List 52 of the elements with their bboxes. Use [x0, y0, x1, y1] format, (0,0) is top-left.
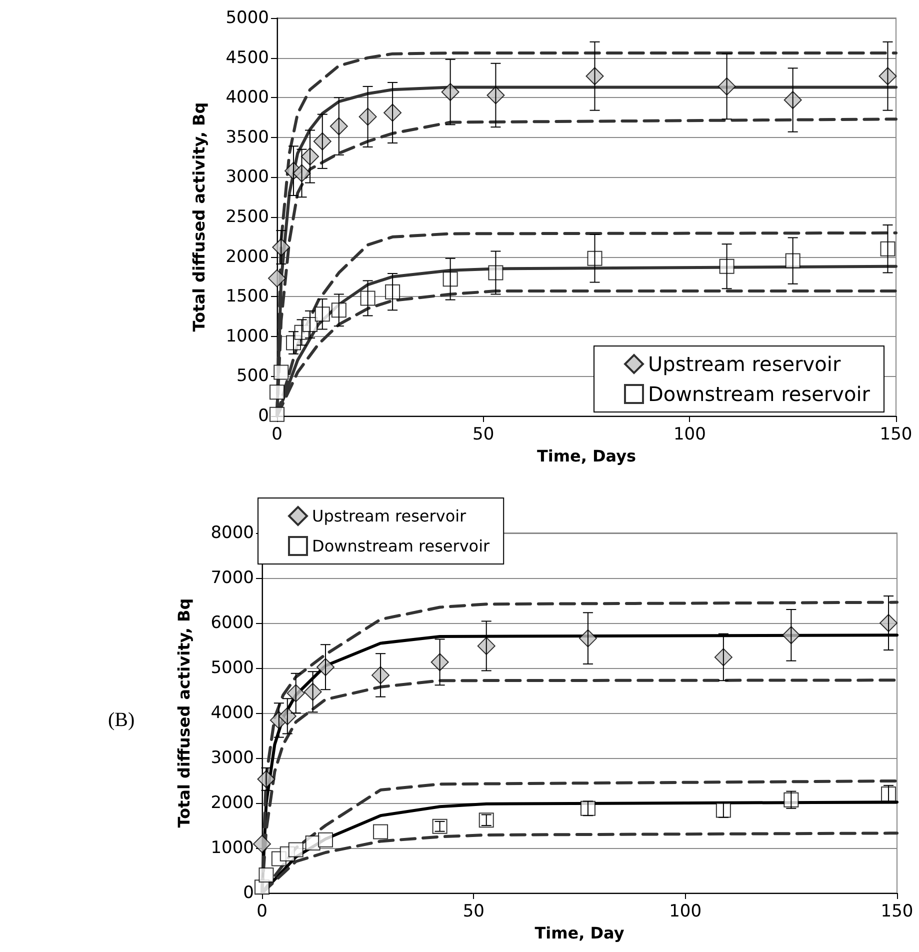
- point: [360, 290, 376, 306]
- y-tick-label: 5000: [210, 658, 254, 678]
- point: [288, 842, 304, 858]
- y-axis-title: Total diffused activity, Bq: [174, 598, 194, 828]
- y-tick-label: 1000: [210, 838, 254, 858]
- x-tick-label: 100: [669, 902, 702, 922]
- x-tick-label: 0: [272, 424, 282, 444]
- legend-label: Downstream reservoir: [648, 382, 871, 406]
- point: [270, 384, 284, 400]
- point: [587, 250, 602, 266]
- point: [785, 253, 800, 268]
- point: [274, 364, 289, 380]
- x-axis-title: Time, Days: [536, 446, 636, 466]
- x-axis-title: Time, Day: [534, 923, 625, 942]
- y-tick-label: 0: [258, 406, 269, 426]
- x-tick-label: 100: [673, 424, 706, 444]
- y-tick-label: 5000: [226, 8, 269, 28]
- y-tick-label: 6000: [210, 613, 254, 633]
- y-axis-title: Total diffused activity, Bq: [190, 102, 208, 332]
- y-tick-label: 2500: [226, 207, 269, 227]
- x-tick-label: 150: [880, 902, 914, 922]
- point: [314, 306, 330, 322]
- point: [253, 834, 271, 853]
- y-tick-label: 7000: [210, 568, 254, 588]
- point: [488, 265, 504, 280]
- point: [268, 269, 286, 288]
- y-tick-label: 500: [236, 366, 269, 386]
- y-tick-label: 1000: [226, 326, 269, 346]
- y-tick-label: 3000: [210, 748, 254, 768]
- y-tick-label: 4500: [226, 48, 269, 68]
- text: (B): [108, 709, 135, 731]
- legend-label: Upstream reservoir: [648, 352, 842, 376]
- point: [331, 302, 346, 318]
- legend-label: Upstream reservoir: [312, 506, 467, 526]
- y-tick-label: 0: [243, 883, 254, 903]
- y-tick-label: 2000: [210, 793, 254, 813]
- x-tick-label: 50: [462, 902, 484, 922]
- point: [719, 258, 734, 274]
- x-tick-label: 50: [472, 424, 494, 444]
- point: [385, 284, 400, 300]
- y-tick-label: 1500: [226, 286, 269, 307]
- y-tick-label: 3500: [226, 127, 269, 148]
- legend-label: Downstream reservoir: [312, 536, 490, 556]
- point: [270, 406, 284, 422]
- y-tick-label: 3000: [226, 167, 269, 188]
- point: [318, 832, 333, 848]
- y-tick-label: 4000: [210, 703, 254, 723]
- y-tick-label: 2000: [226, 246, 269, 267]
- point: [258, 868, 274, 882]
- y-tick-label: 8000: [210, 523, 254, 543]
- y-tick-label: 4000: [226, 88, 269, 108]
- x-tick-label: 150: [880, 424, 912, 444]
